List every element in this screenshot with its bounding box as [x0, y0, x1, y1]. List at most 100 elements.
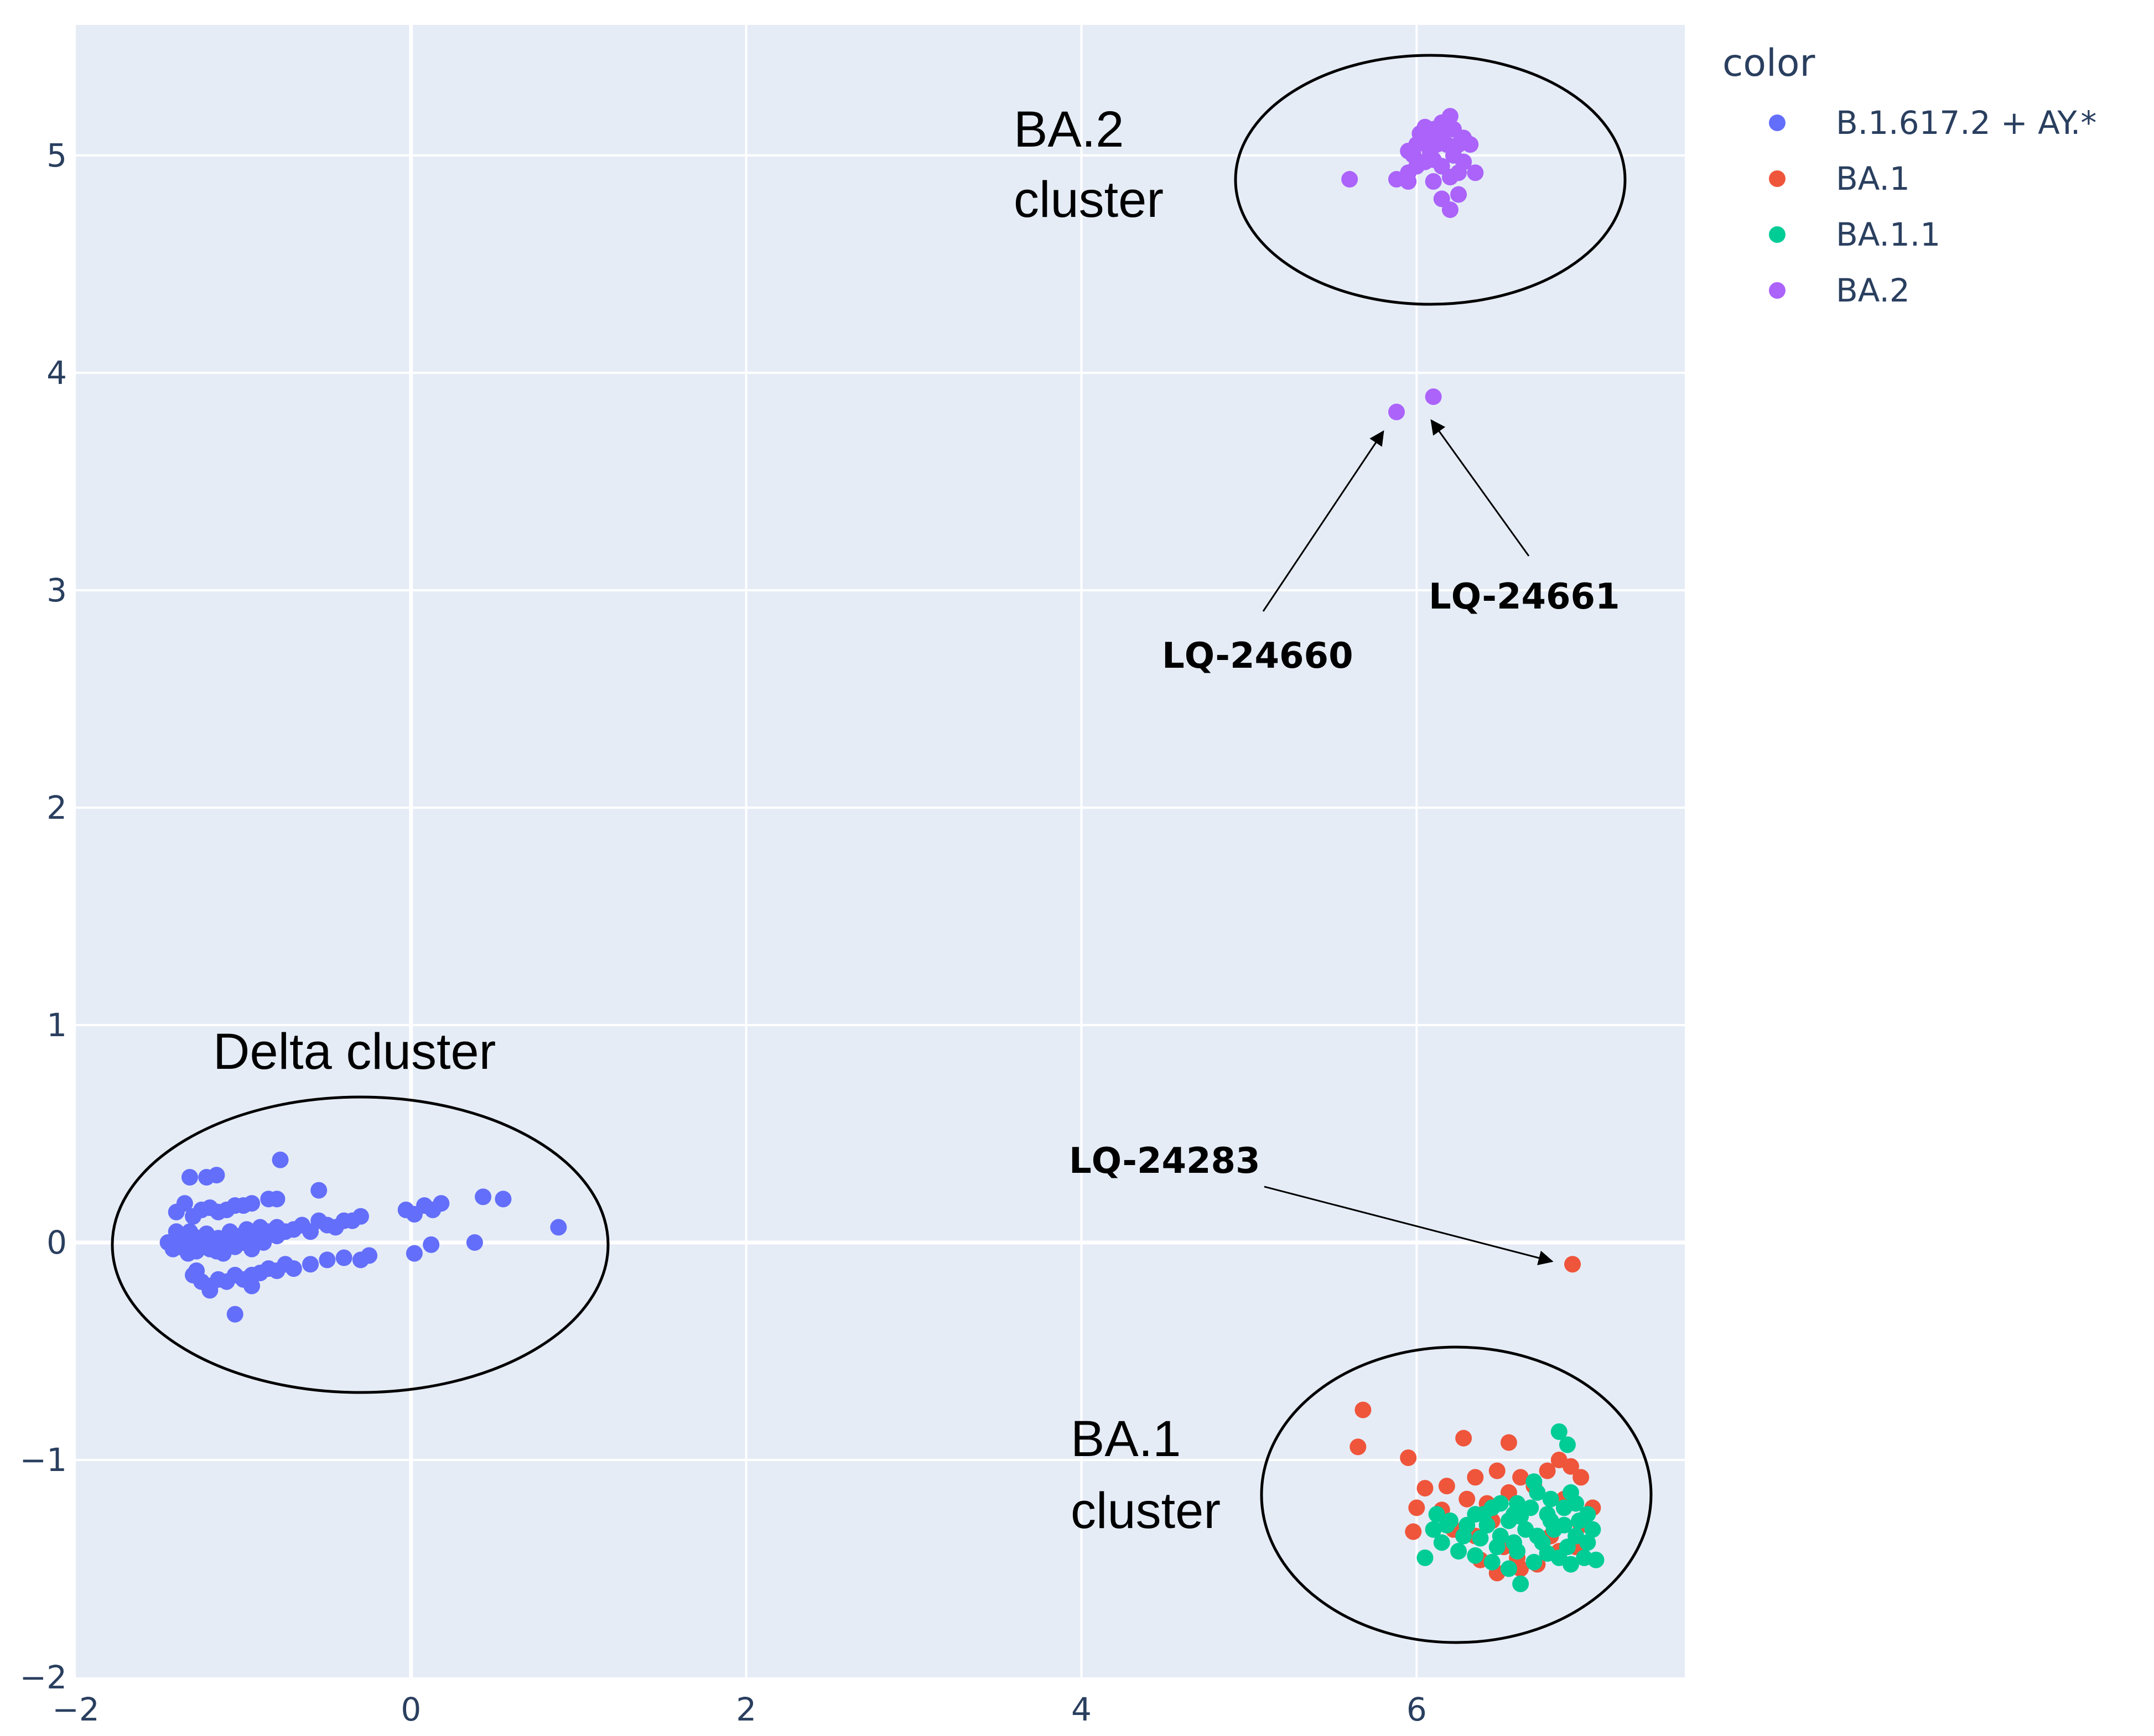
point-ba-2: [1462, 136, 1479, 153]
point-ba-2: [1416, 118, 1434, 136]
lq-24283-label: LQ-24283: [1069, 1141, 1260, 1182]
point-b-1-617-2-ay: [272, 1151, 289, 1168]
legend-label-b-1-617-2-ay: B.1.617.2 + AY.*: [1836, 104, 2096, 142]
ba2-cluster-label-line2: cluster: [1014, 171, 1164, 228]
point-b-1-617-2-ay: [208, 1243, 225, 1260]
point-ba-2: [1467, 164, 1484, 181]
x-tick-label: 0: [401, 1691, 421, 1728]
point-ba-1-1: [1529, 1484, 1546, 1501]
point-b-1-617-2-ay: [243, 1195, 261, 1212]
legend-title: color: [1722, 41, 1815, 85]
point-ba-1-1: [1550, 1423, 1568, 1440]
point-ba-2: [1388, 403, 1405, 420]
point-ba-1-1: [1425, 1521, 1442, 1538]
x-tick-label: 6: [1406, 1691, 1427, 1728]
data-points: [159, 108, 1605, 1592]
point-ba-1-1: [1433, 1534, 1450, 1551]
point-ba-1-1: [1416, 1549, 1434, 1566]
point-ba-1: [1416, 1480, 1434, 1497]
point-ba-1-1: [1455, 1527, 1472, 1545]
point-b-1-617-2-ay: [550, 1219, 567, 1236]
point-ba-1-1: [1563, 1484, 1580, 1501]
point-ba-2: [1441, 201, 1459, 219]
point-b-1-617-2-ay: [226, 1306, 243, 1323]
y-tick-label: 0: [46, 1224, 67, 1261]
point-b-1-617-2-ay: [268, 1228, 286, 1245]
point-b-1-617-2-ay: [243, 1277, 261, 1295]
point-ba-1-1: [1500, 1560, 1517, 1577]
point-ba-1-1: [1525, 1553, 1543, 1571]
point-ba-1-1: [1467, 1506, 1484, 1523]
point-b-1-617-2-ay: [208, 1167, 225, 1184]
x-tick-label: 4: [1071, 1691, 1092, 1728]
point-ba-2: [1425, 388, 1442, 406]
legend-label-ba-1: BA.1: [1836, 160, 1910, 197]
lq-24660-label: LQ-24660: [1162, 636, 1353, 677]
y-tick-label: 3: [46, 571, 67, 609]
point-ba-1-1: [1467, 1547, 1484, 1564]
point-ba-1: [1400, 1449, 1417, 1467]
point-b-1-617-2-ay: [176, 1195, 193, 1212]
point-b-1-617-2-ay: [423, 1236, 440, 1253]
point-ba-1-1: [1509, 1543, 1526, 1560]
legend-label-ba-2: BA.2: [1836, 272, 1910, 309]
point-b-1-617-2-ay: [225, 1228, 242, 1245]
point-ba-2: [1433, 114, 1450, 131]
point-b-1-617-2-ay: [310, 1182, 328, 1199]
delta-cluster-ellipse: [111, 1095, 610, 1394]
point-ba-1: [1488, 1462, 1506, 1479]
point-ba-1-1: [1539, 1506, 1556, 1523]
ba2-cluster-label-line1: BA.2: [1014, 101, 1124, 158]
ba2-cluster-ellipse: [1234, 54, 1627, 306]
point-ba-1: [1455, 1430, 1472, 1447]
point-b-1-617-2-ay: [181, 1169, 198, 1186]
legend: color B.1.617.2 + AY.* BA.1 BA.1.1 BA.2: [1722, 41, 2096, 309]
point-ba-1-1: [1478, 1516, 1496, 1534]
point-ba-1-1: [1563, 1556, 1580, 1573]
point-ba-1: [1572, 1469, 1590, 1486]
ba1-cluster-label-line1: BA.1: [1071, 1411, 1181, 1467]
point-ba-2: [1421, 142, 1439, 159]
legend-label-ba-1-1: BA.1.1: [1836, 216, 1940, 253]
point-ba-1-1: [1542, 1490, 1559, 1508]
legend-marker-ba-2: [1769, 282, 1786, 299]
point-b-1-617-2-ay: [475, 1188, 492, 1205]
point-ba-1: [1512, 1469, 1529, 1486]
point-ba-1: [1563, 1458, 1580, 1475]
point-ba-2: [1450, 186, 1467, 203]
point-b-1-617-2-ay: [335, 1249, 352, 1266]
point-ba-1-1: [1559, 1436, 1576, 1453]
point-ba-2: [1341, 171, 1358, 188]
point-b-1-617-2-ay: [319, 1251, 336, 1269]
point-ba-2: [1400, 173, 1417, 190]
point-ba-1-1: [1472, 1530, 1489, 1547]
point-ba-1-1: [1450, 1543, 1467, 1560]
point-ba-1: [1467, 1469, 1484, 1486]
point-ba-1-1: [1545, 1521, 1563, 1538]
point-ba-1-1: [1483, 1553, 1501, 1571]
point-b-1-617-2-ay: [195, 1238, 212, 1255]
point-ba-1: [1350, 1438, 1367, 1456]
point-ba-2: [1425, 173, 1442, 190]
point-ba-1: [1500, 1434, 1517, 1451]
point-b-1-617-2-ay: [302, 1256, 319, 1273]
point-ba-1-1: [1483, 1499, 1501, 1516]
point-ba-1-1: [1571, 1512, 1588, 1530]
point-ba-1-1: [1534, 1534, 1551, 1551]
point-ba-1: [1564, 1256, 1581, 1273]
point-ba-2: [1455, 153, 1472, 170]
point-ba-1-1: [1428, 1506, 1445, 1523]
y-tick-label: 4: [46, 354, 67, 392]
point-ba-1-1: [1584, 1521, 1601, 1538]
point-ba-1-1: [1517, 1521, 1534, 1538]
point-b-1-617-2-ay: [466, 1234, 483, 1251]
lq-24283-arrow: [1264, 1186, 1554, 1265]
point-ba-1-1: [1438, 1516, 1455, 1534]
legend-marker-b-1-617-2-ay: [1769, 115, 1786, 131]
y-tick-label: 1: [46, 1006, 67, 1044]
point-b-1-617-2-ay: [188, 1262, 205, 1280]
point-b-1-617-2-ay: [268, 1191, 286, 1208]
point-ba-1: [1405, 1523, 1422, 1540]
point-ba-1-1: [1512, 1575, 1529, 1592]
